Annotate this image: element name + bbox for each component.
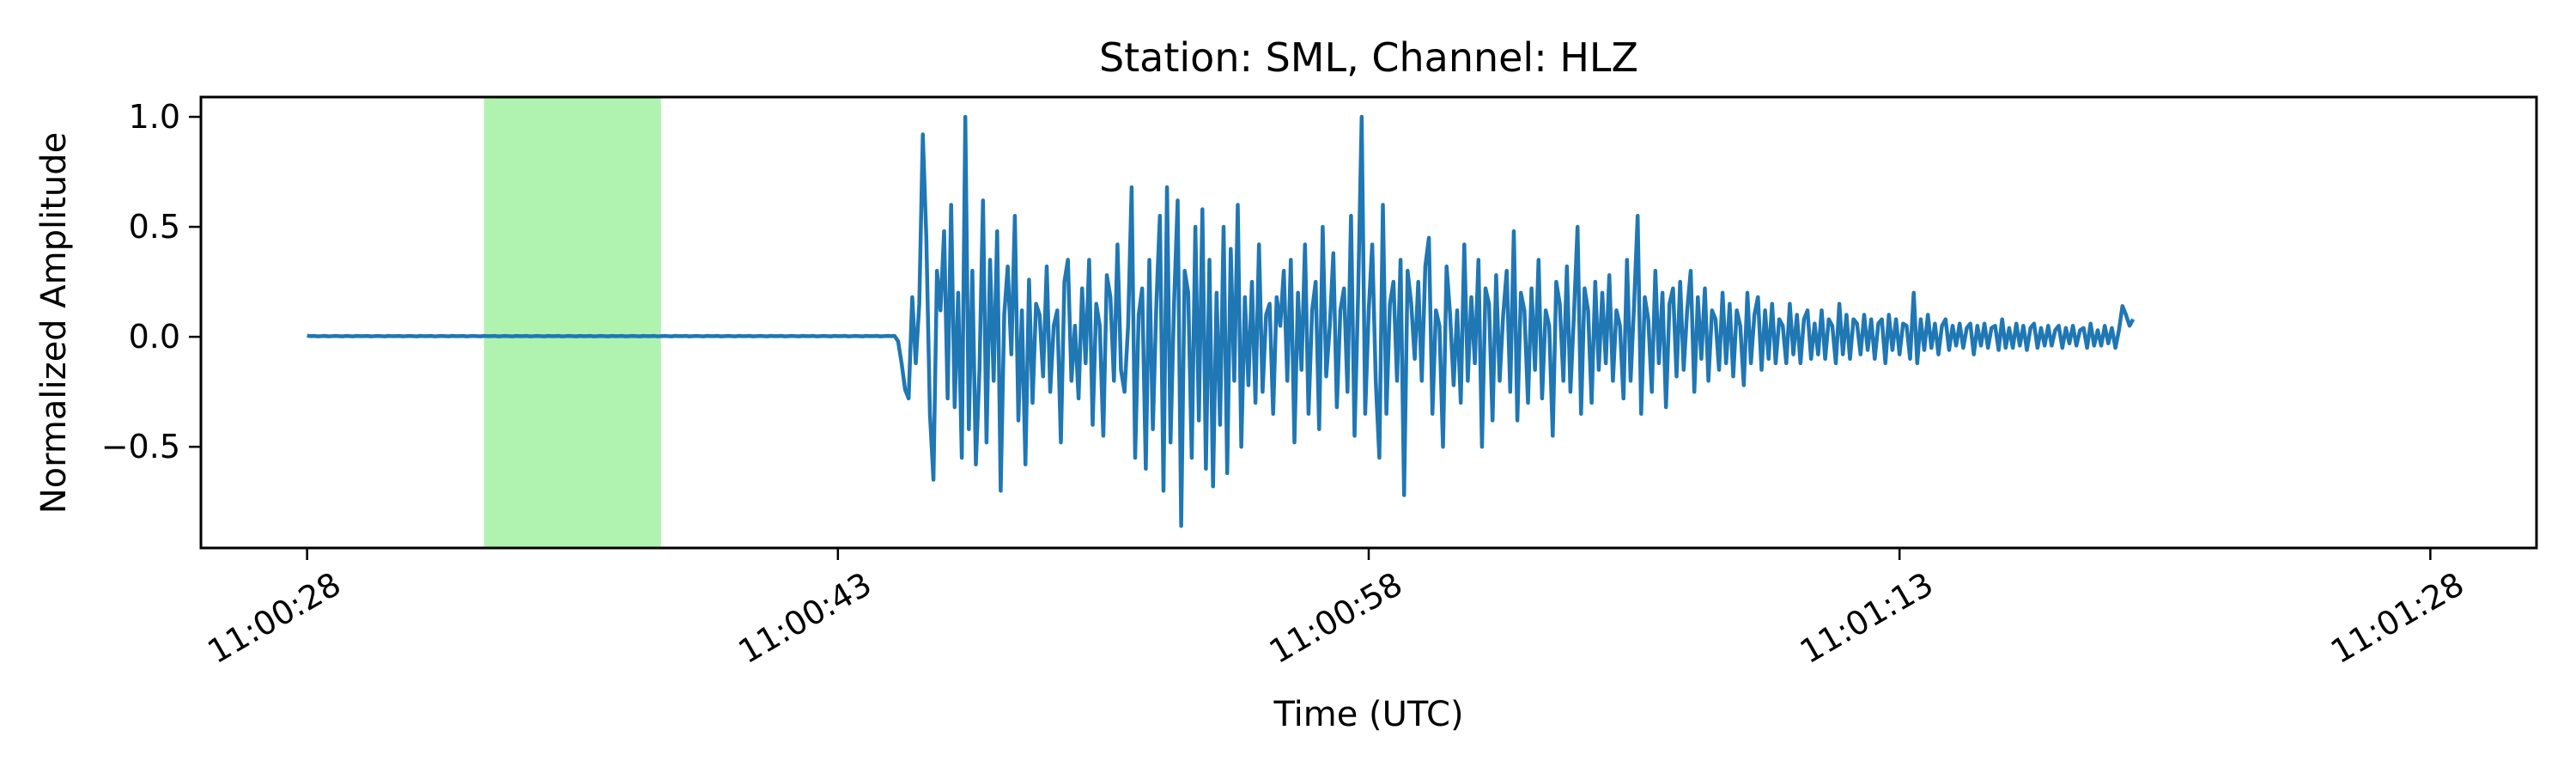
- y-tick-label: 1.0: [129, 98, 180, 136]
- x-axis-label: Time (UTC): [1273, 695, 1463, 734]
- y-tick-label: −0.5: [101, 428, 180, 466]
- plot-area: [199, 95, 2538, 550]
- chart-title: Station: SML, Channel: HLZ: [1099, 34, 1638, 81]
- y-tick-label: 0.0: [129, 318, 180, 356]
- highlight-window: [483, 97, 661, 548]
- y-axis: −0.5 0.0 0.5 1.0: [101, 98, 201, 466]
- y-axis-label: Normalized Amplitude: [34, 132, 74, 514]
- y-tick-label: 0.5: [129, 208, 180, 246]
- waveform-series-line: [307, 114, 2136, 528]
